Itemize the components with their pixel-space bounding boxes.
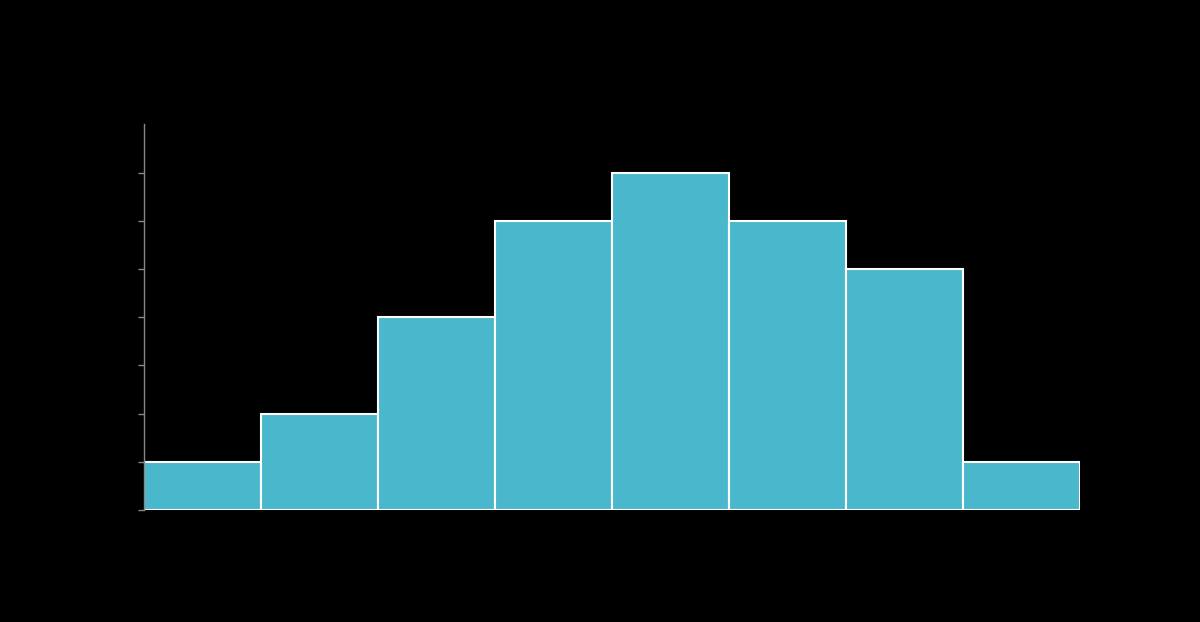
Bar xyxy=(612,172,730,510)
Bar xyxy=(964,462,1080,510)
Bar xyxy=(730,221,846,510)
Bar xyxy=(846,269,964,510)
Bar xyxy=(378,317,496,510)
Bar xyxy=(262,414,378,510)
Bar xyxy=(144,462,262,510)
Bar xyxy=(496,221,612,510)
